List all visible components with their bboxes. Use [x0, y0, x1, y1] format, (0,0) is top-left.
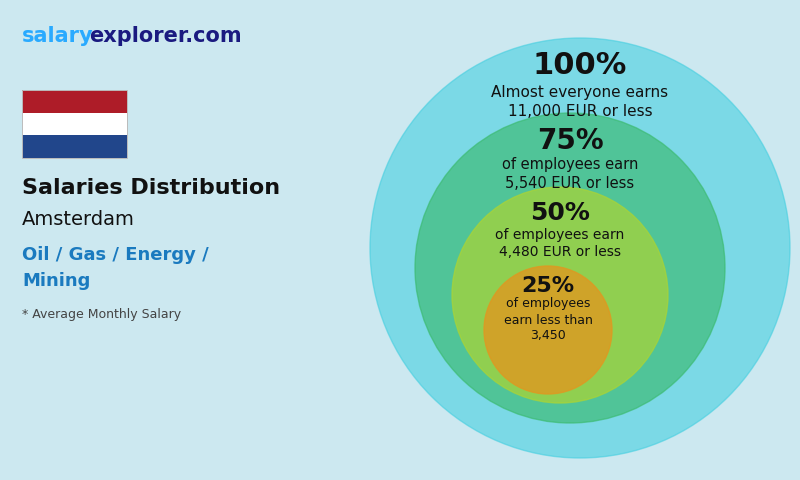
Circle shape	[484, 266, 612, 394]
Text: 100%: 100%	[533, 51, 627, 81]
Text: 75%: 75%	[537, 127, 603, 155]
Text: Amsterdam: Amsterdam	[22, 210, 135, 229]
Text: of employees earn: of employees earn	[495, 228, 625, 242]
Text: Mining: Mining	[22, 272, 90, 290]
Text: Salaries Distribution: Salaries Distribution	[22, 178, 280, 198]
Circle shape	[415, 113, 725, 423]
Text: 25%: 25%	[522, 276, 574, 296]
Text: earn less than: earn less than	[503, 313, 593, 326]
Text: salary: salary	[22, 26, 94, 46]
Bar	[22, 90, 127, 158]
Text: 5,540 EUR or less: 5,540 EUR or less	[506, 176, 634, 191]
Text: 11,000 EUR or less: 11,000 EUR or less	[508, 105, 652, 120]
Text: of employees: of employees	[506, 298, 590, 311]
Bar	[22, 90, 127, 113]
Text: explorer.com: explorer.com	[89, 26, 242, 46]
Text: 3,450: 3,450	[530, 329, 566, 343]
Text: 4,480 EUR or less: 4,480 EUR or less	[499, 245, 621, 259]
Circle shape	[370, 38, 790, 458]
Text: Almost everyone earns: Almost everyone earns	[491, 85, 669, 100]
Bar	[22, 113, 127, 135]
Text: 50%: 50%	[530, 201, 590, 225]
Circle shape	[452, 187, 668, 403]
Text: of employees earn: of employees earn	[502, 157, 638, 172]
Text: Oil / Gas / Energy /: Oil / Gas / Energy /	[22, 246, 209, 264]
Text: * Average Monthly Salary: * Average Monthly Salary	[22, 308, 181, 321]
Bar	[22, 135, 127, 158]
